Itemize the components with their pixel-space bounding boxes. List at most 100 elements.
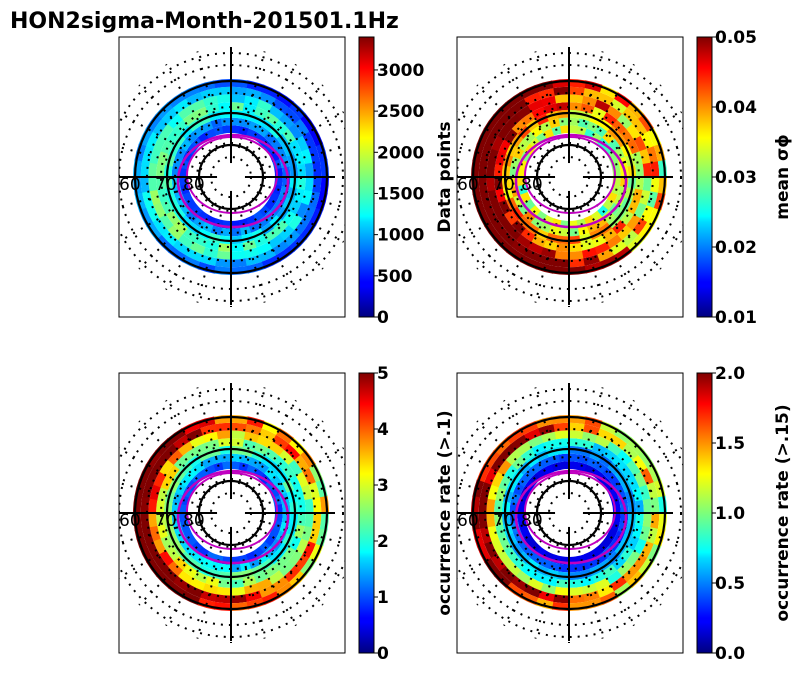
heatmap-cell — [487, 526, 499, 542]
heatmap-cell — [230, 94, 246, 104]
heatmap-cell — [149, 148, 161, 165]
heatmap-cell — [486, 177, 496, 193]
heatmap-cell — [167, 449, 183, 466]
heatmap-cell — [650, 160, 660, 177]
heatmap-cell — [287, 459, 303, 476]
heatmap-cell — [167, 225, 184, 241]
colorbar-tick-label: 3 — [377, 476, 389, 496]
heatmap-cell — [478, 161, 488, 178]
heatmap-cell — [302, 467, 316, 485]
heatmap-cell — [146, 222, 163, 241]
heatmap-cell — [505, 92, 524, 109]
heatmap-cell — [523, 248, 542, 263]
heatmap-cell — [156, 513, 165, 527]
colorbar-tick-label: 1 — [377, 588, 389, 608]
heatmap-cell — [483, 131, 498, 150]
heatmap-cell — [478, 497, 488, 514]
heatmap-cell — [637, 113, 654, 132]
heatmap-cell — [156, 177, 165, 191]
heatmap-cell — [591, 442, 607, 455]
heatmap-cell — [302, 540, 317, 559]
heatmap-cell — [568, 117, 580, 127]
heatmap-cell — [582, 423, 600, 436]
heatmap-cell — [620, 210, 635, 226]
heatmap-cell — [538, 590, 556, 603]
heatmap-cell — [569, 243, 583, 252]
heatmap-cell — [552, 86, 569, 96]
heatmap-cell — [238, 462, 249, 472]
heatmap-cell — [185, 546, 199, 559]
heatmap-cell — [601, 467, 615, 480]
heatmap-cell — [221, 125, 231, 134]
heatmap-cell — [490, 119, 506, 137]
heatmap-cell — [204, 439, 220, 451]
heatmap-cell — [568, 86, 585, 96]
heatmap-cell — [276, 245, 295, 262]
heatmap-cell — [256, 241, 273, 255]
heatmap-cell — [152, 119, 168, 137]
heatmap-cell — [264, 228, 280, 242]
heatmap-cell — [511, 119, 526, 135]
colorbar-tick-label: 2 — [377, 532, 389, 552]
heatmap-cell — [289, 199, 302, 215]
heatmap-cell — [248, 121, 261, 133]
heatmap-cell — [215, 94, 231, 104]
heatmap-cell — [513, 530, 525, 544]
colorbar-label: mean σϕ — [773, 134, 793, 220]
heatmap-cell — [145, 131, 160, 150]
heatmap-cell — [494, 513, 503, 527]
heatmap-cell — [258, 91, 277, 106]
colorbar-tick-label: 0 — [377, 644, 389, 664]
heatmap-cell — [159, 459, 174, 477]
heatmap-cell — [200, 590, 218, 603]
heatmap-cell — [312, 496, 322, 513]
heatmap-cell — [640, 540, 655, 559]
heatmap-cell — [503, 464, 518, 480]
heatmap-cell — [605, 441, 623, 456]
heatmap-cell — [243, 431, 260, 443]
heatmap-cell — [631, 454, 648, 472]
heatmap-cell — [312, 160, 322, 177]
heatmap-cell — [569, 227, 580, 237]
heatmap-cell — [161, 230, 179, 247]
heatmap-cell — [620, 128, 634, 144]
heatmap-cell — [242, 439, 257, 450]
heatmap-cell — [504, 210, 518, 226]
colorbar-tick-label: 0 — [377, 308, 389, 328]
heatmap-cell — [515, 570, 533, 585]
heatmap-cell — [185, 467, 198, 481]
heatmap-cell — [149, 190, 161, 206]
polar-area — [119, 383, 345, 643]
heatmap-cell — [312, 512, 322, 529]
heatmap-cell — [515, 105, 532, 121]
heatmap-cell — [230, 86, 247, 96]
heatmap-cell — [606, 569, 623, 585]
heatmap-cell — [582, 247, 598, 259]
heatmap-cell — [185, 131, 198, 145]
heatmap-cell — [497, 214, 513, 231]
heatmap-cell — [189, 577, 207, 591]
heatmap-cell — [179, 513, 188, 523]
heatmap-cell — [633, 201, 647, 219]
heatmap-cell — [568, 125, 578, 134]
heatmap-cell — [152, 218, 169, 236]
heatmap-cell — [622, 565, 639, 583]
heatmap-cell — [242, 239, 258, 251]
lat-label: 70 — [493, 175, 515, 195]
heatmap-cell — [527, 577, 545, 591]
heatmap-cell — [540, 95, 556, 107]
heatmap-cell — [620, 546, 635, 562]
heatmap-cell — [217, 438, 231, 447]
heatmap-cell — [650, 496, 660, 513]
heatmap-cell — [272, 239, 290, 256]
heatmap-cell — [231, 563, 242, 573]
heatmap-cell — [152, 455, 168, 473]
heatmap-cell — [216, 250, 232, 260]
heatmap-cell — [230, 430, 246, 440]
colorbar-tick-label: 0.05 — [715, 28, 757, 48]
heatmap-cell — [576, 462, 587, 472]
heatmap-cell — [639, 484, 651, 500]
colorbar-tick-label: 1000 — [377, 226, 424, 246]
heatmap-cell — [218, 579, 232, 588]
heatmap-cell — [238, 126, 249, 136]
